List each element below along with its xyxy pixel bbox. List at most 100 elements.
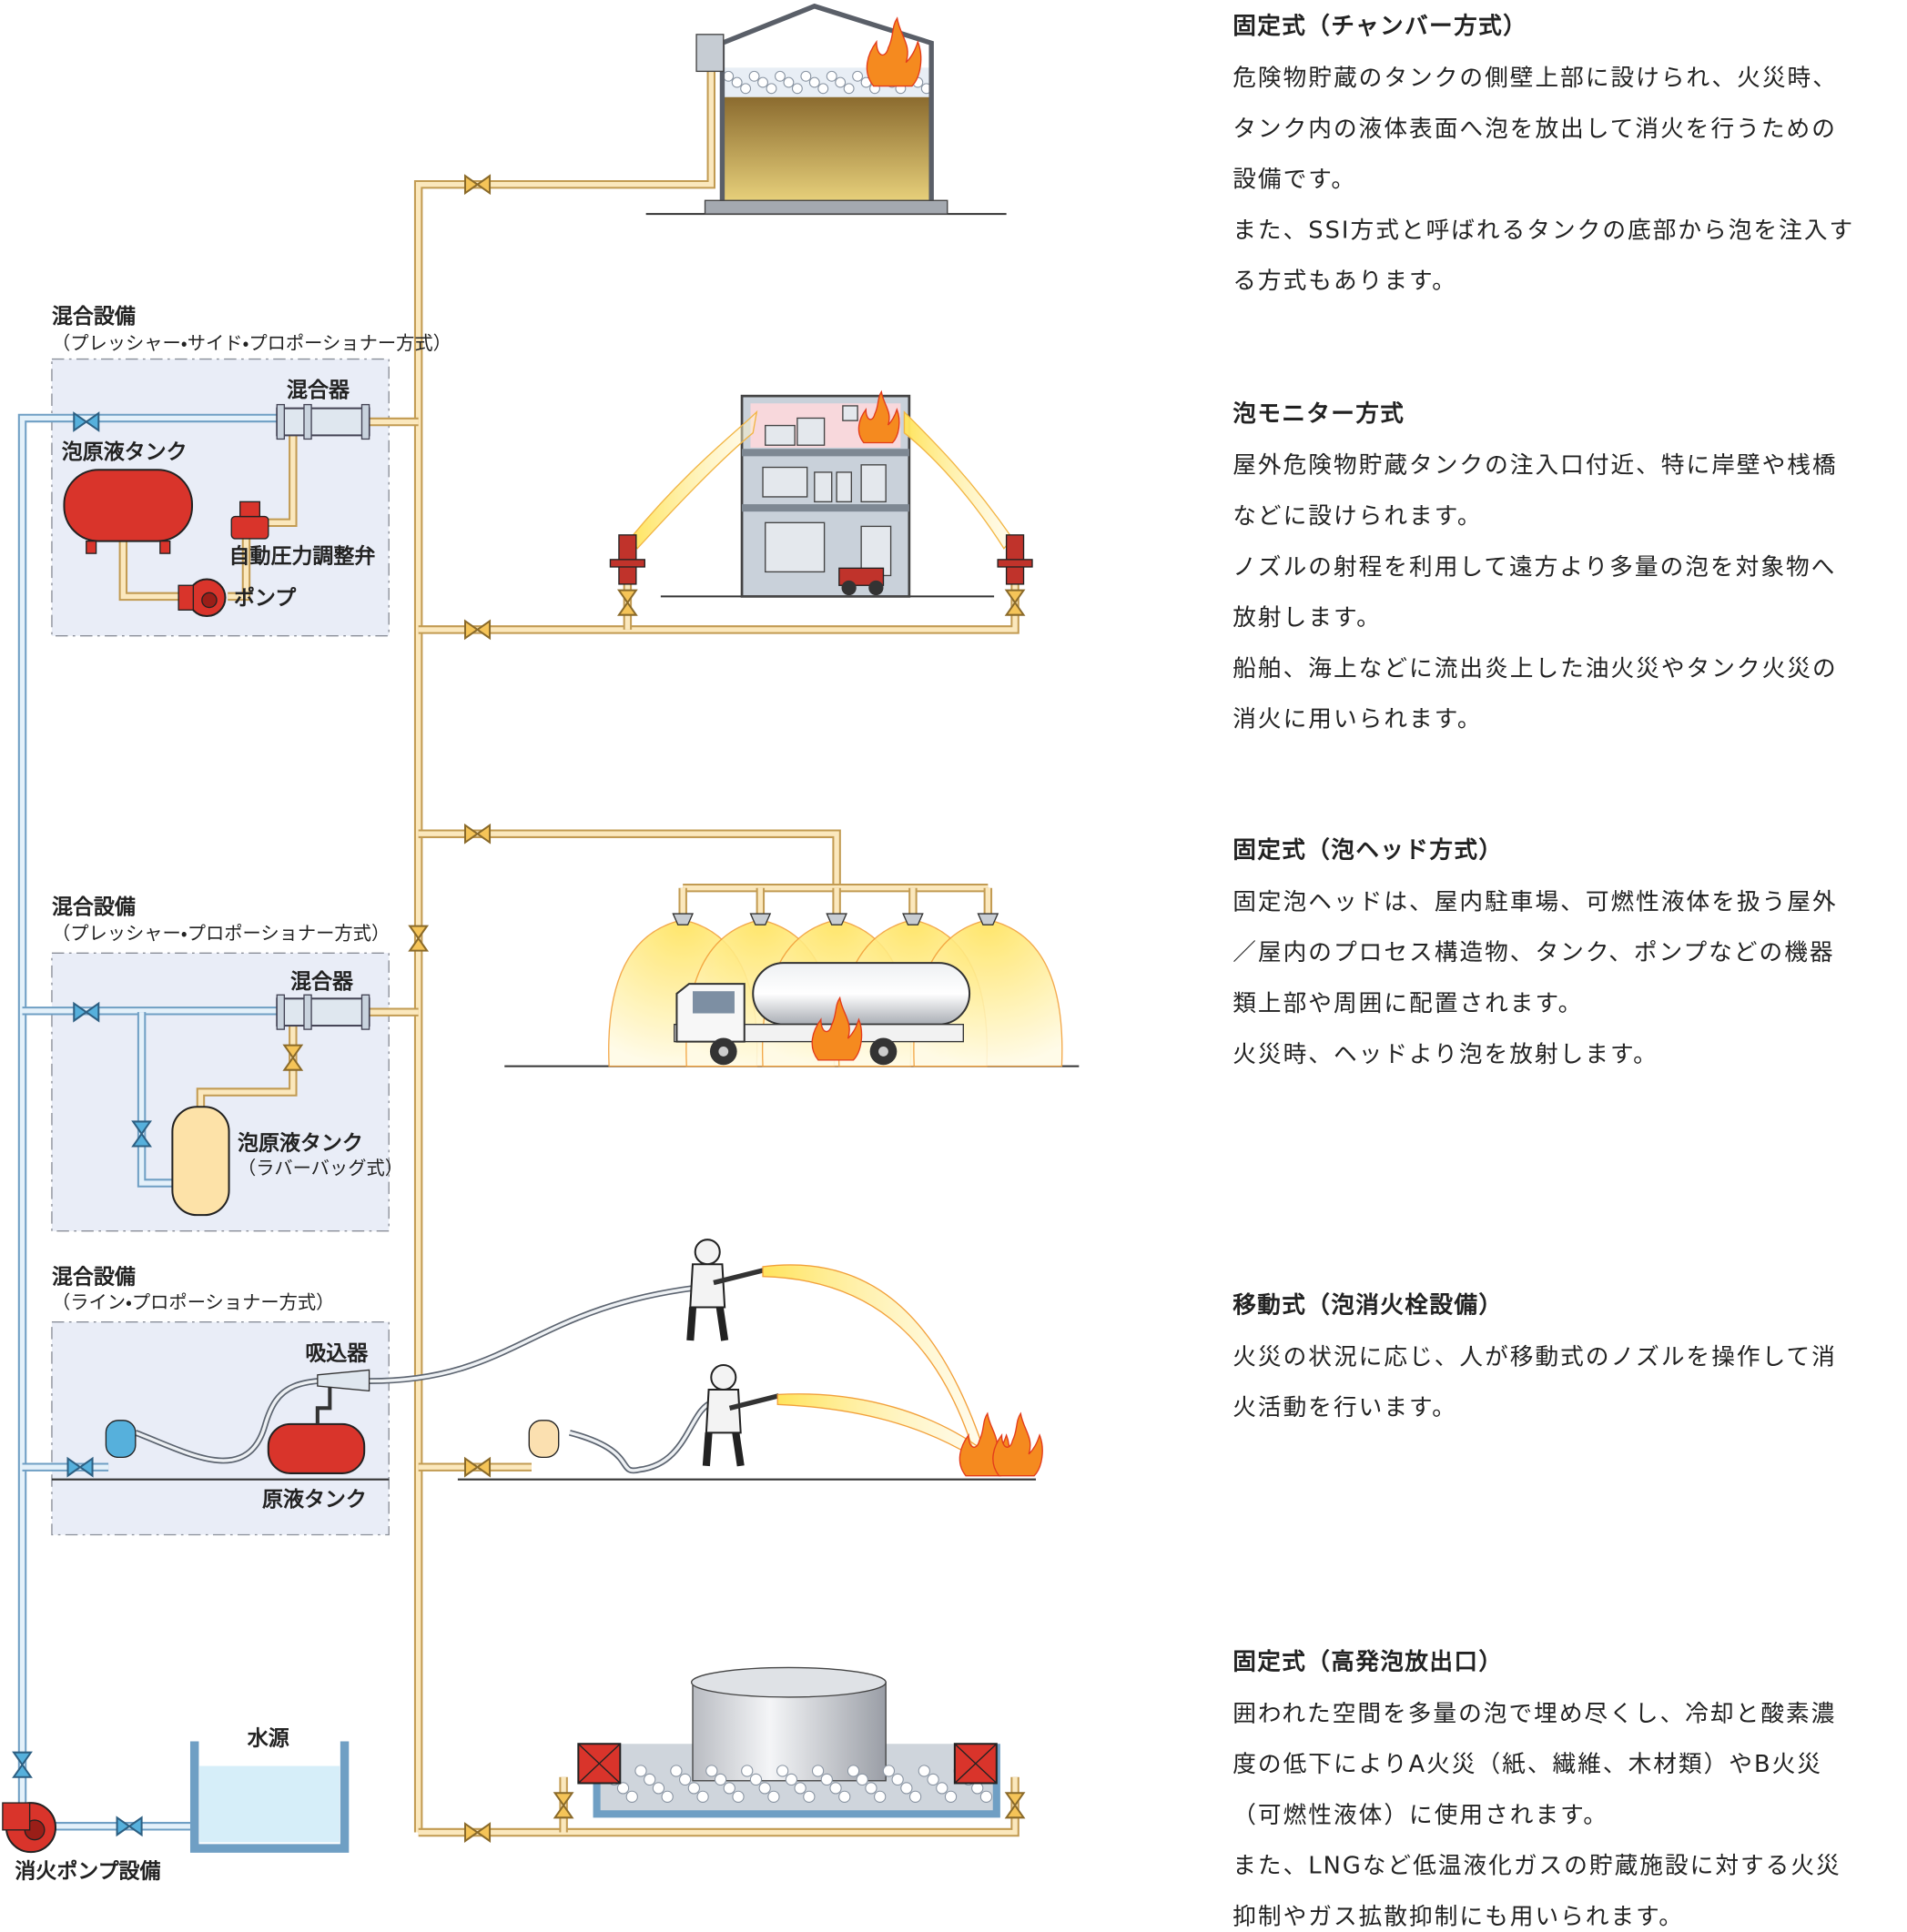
foam-bubble xyxy=(808,76,820,88)
valve xyxy=(12,1751,33,1778)
label: （ラバーバッグ式） xyxy=(238,1158,403,1179)
generator-grille xyxy=(954,1743,998,1784)
label: 危険物貯蔵のタンクの側壁上部に設けられ、火災時、 xyxy=(1232,65,1838,92)
label: 設備です。 xyxy=(1232,167,1356,194)
label: 固定式（泡ヘッド方式） xyxy=(1232,837,1503,865)
inductor xyxy=(317,1369,370,1392)
foam-bubble xyxy=(803,1790,816,1803)
foam-bubble xyxy=(661,1790,674,1803)
pump-hub xyxy=(201,592,218,609)
pump-outlet xyxy=(178,584,195,611)
foam-bubble xyxy=(817,83,829,95)
fire-pump-body xyxy=(2,1802,31,1831)
valve xyxy=(463,823,492,845)
foam-bubble xyxy=(714,1773,727,1786)
label: 混合設備 xyxy=(52,1266,136,1290)
bladder-tank xyxy=(171,1106,230,1217)
foam-head xyxy=(826,913,847,926)
flame xyxy=(992,1411,1043,1477)
water xyxy=(199,1765,340,1843)
foam-bubble xyxy=(944,1790,958,1803)
generator-grille xyxy=(577,1743,621,1784)
foam-bubble xyxy=(776,1765,789,1777)
body xyxy=(689,1263,726,1309)
valve xyxy=(463,619,492,641)
label: 混合器 xyxy=(287,379,350,402)
hose-outline xyxy=(569,1399,715,1474)
label: 混合設備 xyxy=(52,895,136,919)
valve xyxy=(1004,1792,1026,1819)
label: 固定泡ヘッドは、屋内駐車場、可燃性液体を扱う屋外 xyxy=(1232,888,1837,915)
foam-bubble xyxy=(679,1773,692,1786)
wheel xyxy=(841,580,857,596)
foam-tank xyxy=(63,469,194,542)
tank-roof xyxy=(719,3,934,201)
stored-item xyxy=(860,464,887,503)
label: ポンプ xyxy=(234,586,297,611)
label: などに設けられます。 xyxy=(1232,502,1482,530)
label: 船舶、海上などに流出炎上した油火災やタンク火災の xyxy=(1232,655,1837,683)
label: 移動式（泡消火栓設備） xyxy=(1232,1292,1503,1320)
mixer-flange xyxy=(276,403,286,440)
label: （プレッシャー・プロポーショナー方式） xyxy=(52,923,390,945)
label: 囲われた空間を多量の泡で埋め尽くし、冷却と酸素濃 xyxy=(1232,1700,1836,1727)
foam-stream xyxy=(903,410,1014,550)
pipe xyxy=(120,541,185,600)
pressure-valve-top xyxy=(239,501,261,518)
lng-roof xyxy=(690,1666,887,1698)
mixer-flange xyxy=(303,994,312,1030)
tank-leg xyxy=(86,540,97,554)
label: 吸込器 xyxy=(305,1341,369,1365)
label: 自動圧力調整弁 xyxy=(229,544,376,569)
tank-base xyxy=(704,199,948,215)
label: タンク内の液体表面へ泡を放出して消火を行うための xyxy=(1232,116,1837,143)
monitor-handle xyxy=(609,559,645,568)
water-tank xyxy=(189,1741,350,1853)
label: 泡原液タンク xyxy=(238,1130,363,1155)
label: 原液タンク xyxy=(262,1488,367,1512)
wheel-hub xyxy=(878,1047,888,1057)
valve xyxy=(282,1044,304,1071)
label: ／屋内のプロセス構造物、タンク、ポンプなどの機器 xyxy=(1232,939,1834,966)
label: 消火に用いられます。 xyxy=(1232,706,1482,733)
label: る方式もあります。 xyxy=(1232,268,1457,295)
label: 火災時、ヘッドより泡を放射します。 xyxy=(1232,1041,1658,1068)
label: 泡原液タンク xyxy=(62,440,188,464)
valve xyxy=(463,1456,492,1478)
mixer-flange xyxy=(360,403,370,440)
body xyxy=(705,1389,742,1434)
label: 屋外危険物貯蔵タンクの注入口付近、特に岸壁や桟橋 xyxy=(1232,452,1837,480)
label-layer: 混合設備（プレッシャー・サイド・プロポーショナー方式）混合器泡原液タンク自動圧力… xyxy=(15,13,1852,1931)
label: 消火ポンプ設備 xyxy=(15,1858,160,1883)
foam-bubble xyxy=(918,1765,930,1777)
label: （プレッシャー・サイド・プロポーショナー方式） xyxy=(52,332,451,354)
foam-bubble xyxy=(758,1782,771,1795)
pipe-outline xyxy=(418,829,841,888)
valve xyxy=(73,1001,100,1023)
foam-bubble xyxy=(757,76,768,88)
foam-bubble xyxy=(652,1782,665,1795)
foam-bubble xyxy=(908,1790,922,1803)
foam-bubble xyxy=(687,1782,700,1795)
nozzle xyxy=(713,1268,764,1286)
pipe xyxy=(418,831,839,888)
label: 固定式（高発泡放出口） xyxy=(1232,1649,1503,1676)
foam-bubble xyxy=(900,1782,913,1795)
label: 抑制やガス拡散抑制にも用いられます。 xyxy=(1232,1904,1684,1931)
foam-bubble xyxy=(723,70,735,82)
foam-bubble xyxy=(670,1765,683,1777)
valve xyxy=(1004,589,1026,616)
raw-tank xyxy=(267,1422,366,1474)
foam-bubble xyxy=(835,76,847,88)
shelf xyxy=(742,449,909,457)
label: 水源 xyxy=(247,1726,289,1750)
foam-stream xyxy=(762,1264,986,1455)
truck-window xyxy=(693,991,735,1014)
foam-bubble xyxy=(852,70,864,82)
foam-stream xyxy=(776,1393,986,1457)
pipe-outline xyxy=(418,583,1019,634)
equipment-layer xyxy=(2,3,1063,1854)
mixer-flange xyxy=(360,994,370,1030)
